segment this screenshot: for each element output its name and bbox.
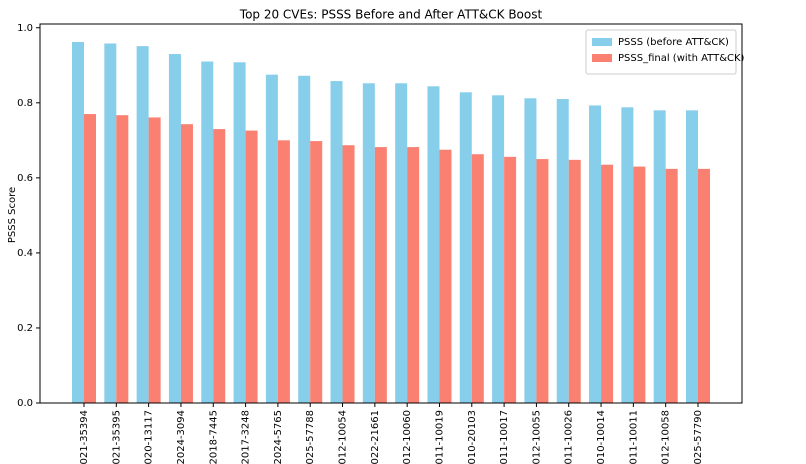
bar bbox=[395, 83, 408, 403]
x-tick-label: 2011-10011 bbox=[628, 410, 639, 464]
y-tick-label: 0.6 bbox=[17, 173, 33, 184]
bar bbox=[342, 145, 355, 403]
bar bbox=[459, 92, 472, 404]
y-tick-label: 0.2 bbox=[17, 323, 33, 334]
legend-swatch bbox=[592, 38, 612, 46]
bar bbox=[180, 124, 193, 403]
bar bbox=[686, 110, 698, 403]
chart-title: Top 20 CVEs: PSSS Before and After ATT&C… bbox=[239, 8, 543, 22]
bar bbox=[471, 154, 484, 403]
y-tick-label: 0.4 bbox=[17, 248, 33, 259]
bar bbox=[310, 141, 323, 404]
bar bbox=[407, 147, 420, 403]
x-tick-label: 2011-10017 bbox=[499, 410, 510, 464]
x-tick-label: E-2018-7445 bbox=[208, 410, 219, 464]
x-tick-label: 2012-10060 bbox=[402, 410, 413, 464]
bar bbox=[492, 95, 505, 403]
x-tick-label: 2025-57788 bbox=[305, 410, 316, 464]
bar bbox=[621, 107, 634, 404]
x-tick-label: 2020-13117 bbox=[144, 410, 155, 464]
bar bbox=[72, 42, 84, 404]
bar bbox=[427, 86, 440, 404]
bar bbox=[524, 98, 537, 403]
bar bbox=[601, 164, 614, 403]
bar bbox=[556, 99, 569, 404]
bar bbox=[233, 62, 246, 404]
legend-box bbox=[585, 29, 737, 75]
x-tick-label: 2022-21661 bbox=[370, 410, 381, 464]
x-tick-label: 2021-35394 bbox=[79, 410, 90, 464]
x-tick-label: 2010-10014 bbox=[596, 410, 607, 464]
x-tick-label: 2010-20103 bbox=[467, 410, 478, 464]
legend-label: PSSS_final (with ATT&CK) bbox=[618, 53, 745, 64]
bar bbox=[698, 168, 710, 403]
bar bbox=[104, 43, 117, 403]
x-tick-label: 2011-10026 bbox=[564, 410, 575, 464]
plot-frame bbox=[39, 23, 743, 404]
bar bbox=[665, 168, 678, 403]
legend-label: PSSS (before ATT&CK) bbox=[618, 37, 729, 48]
bar bbox=[265, 74, 278, 403]
x-tick-label: 2025-57790 bbox=[693, 410, 704, 464]
x-tick-label: E-2024-5765 bbox=[273, 410, 284, 464]
bar bbox=[245, 130, 258, 403]
bar bbox=[362, 83, 375, 403]
x-tick-label: 2012-10058 bbox=[661, 410, 672, 464]
x-tick-label: 2012-10054 bbox=[338, 410, 349, 464]
y-tick-label: 0.8 bbox=[17, 98, 33, 109]
bar bbox=[213, 129, 226, 403]
x-tick-label: 2021-35395 bbox=[111, 410, 122, 464]
bar bbox=[653, 110, 666, 403]
x-tick-label: 2012-10055 bbox=[531, 410, 542, 464]
bar bbox=[633, 166, 646, 403]
bar bbox=[298, 75, 311, 404]
bar bbox=[439, 149, 452, 403]
x-tick-label: E-2024-3094 bbox=[176, 410, 187, 464]
bar bbox=[374, 147, 387, 403]
bar bbox=[568, 159, 581, 403]
y-axis-label: PSSS Score bbox=[7, 187, 18, 243]
bar bbox=[277, 140, 290, 404]
bar bbox=[504, 156, 517, 403]
legend-swatch bbox=[592, 54, 612, 62]
bar bbox=[589, 105, 602, 403]
y-tick-label: 1.0 bbox=[17, 23, 33, 34]
bar bbox=[148, 117, 161, 403]
bar bbox=[136, 46, 149, 404]
bar bbox=[84, 114, 96, 404]
bar bbox=[116, 115, 129, 403]
bar bbox=[330, 81, 343, 403]
y-tick-label: 0.0 bbox=[17, 398, 33, 409]
x-tick-label: 2011-10019 bbox=[434, 410, 445, 464]
bar bbox=[536, 159, 549, 403]
bar bbox=[168, 54, 181, 403]
bar bbox=[201, 61, 214, 404]
x-tick-label: E-2017-3248 bbox=[241, 410, 252, 464]
